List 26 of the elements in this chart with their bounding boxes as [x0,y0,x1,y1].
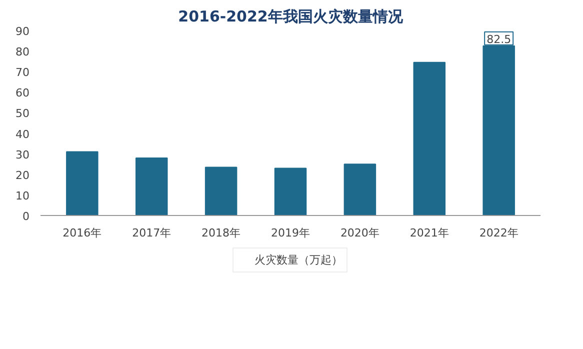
text: 火灾数量（万起） [254,252,342,268]
y-tick-label: 80 [16,46,30,59]
bar [204,166,238,216]
y-tick-label: 0 [22,210,30,223]
x-tick-label: 2016年 [62,226,102,240]
x-tick-label: 2022年 [479,226,518,240]
chart-title: 2016-2022年我国火灾数量情况 [178,8,404,26]
bar [66,151,98,216]
bar [413,62,446,216]
x-tick-label: 2020年 [340,226,380,240]
x-tick-label: 2018年 [202,226,241,240]
y-tick-label: 20 [16,168,30,182]
y-tick-label: 70 [16,66,30,80]
y-tick-label: 30 [16,148,30,162]
y-tick-label: 10 [16,189,30,202]
y-tick-label: 40 [16,128,30,141]
y-tick-label: 60 [16,86,30,100]
bar [344,164,376,216]
data-label: 82.5 [486,32,512,46]
y-tick-label: 50 [16,107,30,120]
bar [135,157,168,216]
y-tick-label: 90 [16,25,30,38]
x-tick-label: 2017年 [132,226,172,240]
x-tick-label: 2021年 [410,226,449,240]
x-tick-label: 2019年 [271,226,310,240]
bar [274,168,307,216]
